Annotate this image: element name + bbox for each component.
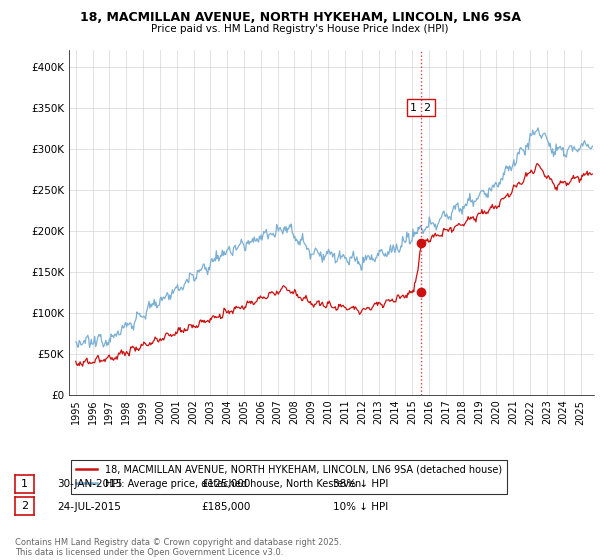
Text: Price paid vs. HM Land Registry's House Price Index (HPI): Price paid vs. HM Land Registry's House … — [151, 24, 449, 34]
Text: 38% ↓ HPI: 38% ↓ HPI — [333, 479, 388, 489]
Text: 2: 2 — [21, 501, 28, 511]
Text: 1: 1 — [21, 479, 28, 489]
Text: 1  2: 1 2 — [410, 103, 431, 113]
Text: £125,000: £125,000 — [201, 479, 250, 489]
Text: 10% ↓ HPI: 10% ↓ HPI — [333, 502, 388, 512]
Text: 30-JAN-2015: 30-JAN-2015 — [57, 479, 122, 489]
Text: £185,000: £185,000 — [201, 502, 250, 512]
Text: 18, MACMILLAN AVENUE, NORTH HYKEHAM, LINCOLN, LN6 9SA: 18, MACMILLAN AVENUE, NORTH HYKEHAM, LIN… — [79, 11, 521, 24]
Text: 24-JUL-2015: 24-JUL-2015 — [57, 502, 121, 512]
Legend: 18, MACMILLAN AVENUE, NORTH HYKEHAM, LINCOLN, LN6 9SA (detached house), HPI: Ave: 18, MACMILLAN AVENUE, NORTH HYKEHAM, LIN… — [71, 460, 507, 493]
Text: Contains HM Land Registry data © Crown copyright and database right 2025.
This d: Contains HM Land Registry data © Crown c… — [15, 538, 341, 557]
